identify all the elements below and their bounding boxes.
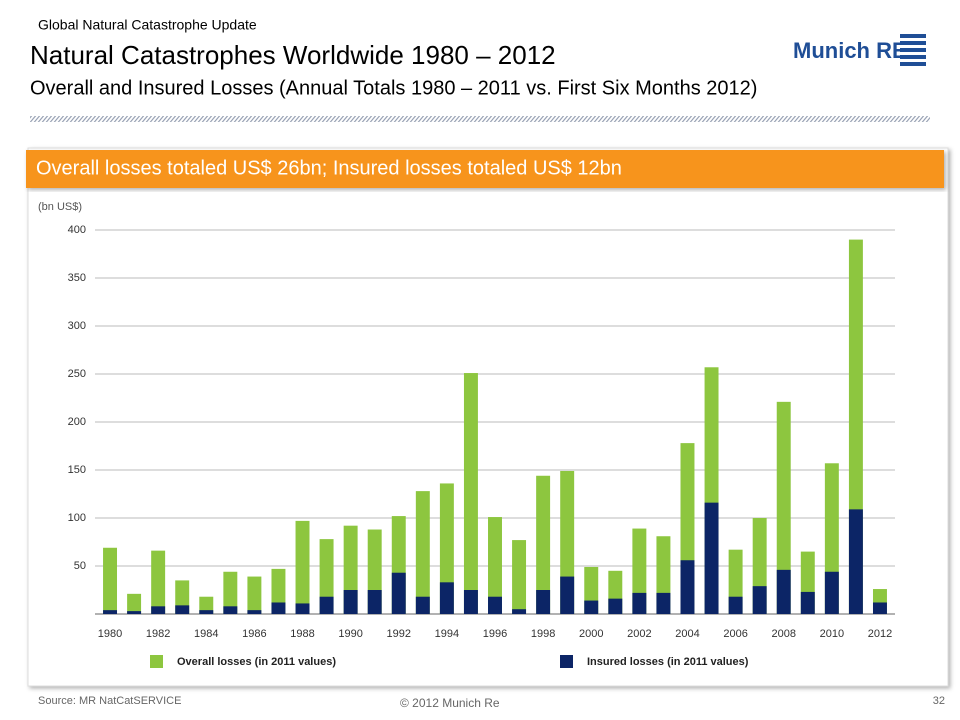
- bar: [127, 611, 142, 614]
- source: Source: MR NatCatSERVICE: [38, 695, 181, 707]
- bar: [488, 596, 502, 614]
- bar: [656, 592, 671, 614]
- y-tick-label: 400: [68, 224, 86, 236]
- bar: [223, 571, 238, 614]
- bar: [127, 593, 142, 614]
- bar: [512, 609, 527, 614]
- bar: [415, 491, 430, 614]
- bar: [199, 596, 214, 614]
- x-tick-label: 2008: [771, 628, 795, 640]
- legend-label: Overall losses (in 2011 values): [177, 656, 336, 668]
- bar: [776, 401, 791, 614]
- bar: [608, 598, 623, 614]
- y-tick-label: 250: [68, 368, 86, 380]
- bar: [439, 582, 454, 614]
- y-tick-label: 100: [68, 512, 86, 524]
- bar: [415, 596, 430, 614]
- x-tick-label: 1990: [338, 628, 362, 640]
- logo-icon: [900, 34, 926, 66]
- bar: [463, 590, 478, 614]
- x-tick-label: 1998: [531, 628, 555, 640]
- bar: [151, 606, 166, 614]
- page-number: 32: [933, 695, 945, 707]
- bar: [199, 610, 214, 614]
- bar: [247, 576, 262, 614]
- plot: 50 100 150 200 250 300 350 400 1980 1982 1984 1986 1…: [68, 224, 895, 668]
- x-tick-label: 1992: [387, 628, 411, 640]
- bar: [151, 550, 166, 614]
- bar: [776, 569, 791, 614]
- bar: [295, 520, 310, 614]
- bar: [632, 528, 647, 614]
- bar: [488, 517, 502, 614]
- slide-subtitle: Overall and Insured Losses (Annual Total…: [30, 77, 757, 99]
- y-tick-label: 150: [68, 464, 86, 476]
- bar: [728, 596, 743, 614]
- legend-label: Insured losses (in 2011 values): [587, 656, 749, 668]
- bar: [536, 475, 551, 614]
- y-tick-label: 200: [68, 416, 86, 428]
- x-tick-label: 2010: [820, 628, 844, 640]
- x-tick-label: 2002: [627, 628, 651, 640]
- bar: [223, 606, 238, 614]
- bar: [752, 586, 767, 614]
- x-tick-label: 1988: [290, 628, 314, 640]
- bar: [295, 603, 310, 614]
- bar: [439, 483, 454, 614]
- bar: [512, 540, 527, 614]
- bar: [536, 590, 551, 614]
- x-tick-label: 2000: [579, 628, 603, 640]
- section-label: Global Natural Catastrophe Update: [38, 17, 257, 33]
- x-tick-label: 1984: [194, 628, 218, 640]
- x-tick-label: 1994: [435, 628, 459, 640]
- bar: [800, 591, 815, 614]
- bar: [848, 509, 863, 614]
- bar: [103, 610, 118, 614]
- x-tick-label: 1986: [242, 628, 266, 640]
- bar: [391, 572, 406, 614]
- bar: [367, 590, 382, 614]
- bar: [271, 602, 286, 614]
- y-axis-label: (bn US$): [38, 201, 82, 213]
- x-tick-label: 2006: [723, 628, 747, 640]
- y-tick-label: 350: [68, 272, 86, 284]
- x-tick-label: 2012: [868, 628, 892, 640]
- bar: [704, 502, 719, 614]
- bar: [584, 600, 599, 614]
- bar: [872, 602, 887, 614]
- bar: [319, 539, 334, 614]
- x-tick-label: 1996: [483, 628, 507, 640]
- banner-text: Overall losses totaled US$ 26bn; Insured…: [36, 157, 622, 179]
- divider: [30, 116, 930, 122]
- bar: [343, 590, 358, 614]
- x-tick-label: 2004: [675, 628, 699, 640]
- bar: [175, 605, 190, 614]
- bar: [103, 547, 118, 614]
- bar: [680, 560, 695, 614]
- logo-text: Munich RE: [793, 38, 907, 63]
- bar: [319, 596, 334, 614]
- bar: [824, 571, 839, 614]
- legend-swatch: [150, 655, 163, 668]
- bar: [632, 592, 647, 614]
- bar: [560, 576, 575, 614]
- banner: [26, 150, 944, 188]
- x-tick-label: 1982: [146, 628, 170, 640]
- y-tick-label: 50: [74, 560, 86, 572]
- x-tick-label: 1980: [98, 628, 122, 640]
- bar: [247, 610, 262, 614]
- legend-swatch: [560, 655, 573, 668]
- bar: [463, 373, 478, 614]
- slide-title: Natural Catastrophes Worldwide 1980 – 20…: [30, 40, 556, 70]
- y-tick-label: 300: [68, 320, 86, 332]
- copyright: © 2012 Munich Re: [400, 696, 500, 710]
